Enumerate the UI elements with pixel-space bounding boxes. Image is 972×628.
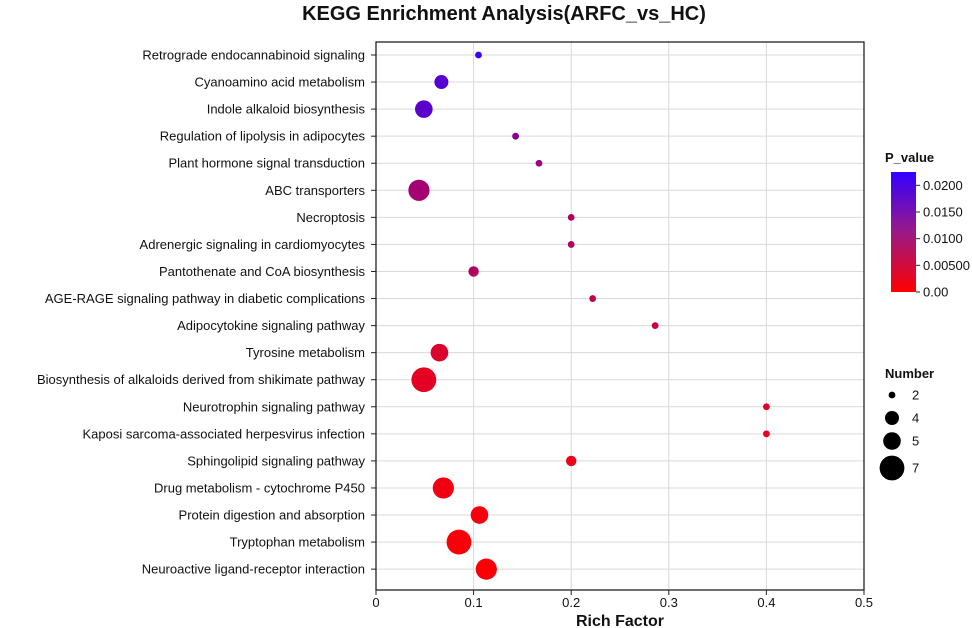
y-tick-label: Kaposi sarcoma-associated herpesvirus in… xyxy=(82,426,365,441)
data-point xyxy=(470,506,489,524)
data-point xyxy=(415,100,433,118)
y-tick-label: Regulation of lipolysis in adipocytes xyxy=(160,129,366,144)
y-tick-label: Adipocytokine signaling pathway xyxy=(177,318,365,333)
y-tick-label: Indole alkaloid biosynthesis xyxy=(207,102,366,117)
x-tick-label: 0.2 xyxy=(562,595,580,610)
p-value-tick-label: 0.0150 xyxy=(923,205,963,220)
data-point xyxy=(446,529,472,555)
x-tick-label: 0.5 xyxy=(855,595,873,610)
y-tick-label: Retrograde endocannabinoid signaling xyxy=(142,48,365,63)
x-axis-title: Rich Factor xyxy=(576,613,664,628)
number-legend: Number 2 4 5 7 xyxy=(879,366,934,481)
y-tick-label: Tryptophan metabolism xyxy=(230,535,365,550)
p-value-legend-title: P_value xyxy=(885,150,934,165)
p-value-tick-label: 0.00500 xyxy=(923,258,970,273)
x-axis-layer: 0 0.1 0.2 0.3 0.4 0.5 xyxy=(372,590,873,610)
number-legend-label: 2 xyxy=(912,388,919,403)
data-point xyxy=(763,403,770,411)
y-tick-label: Neuroactive ligand-receptor interaction xyxy=(142,562,365,577)
y-tick-label: Plant hormone signal transduction xyxy=(168,156,365,171)
number-legend-dot xyxy=(885,411,899,425)
y-labels-layer: Retrograde endocannabinoid signaling Cyan… xyxy=(37,48,376,577)
data-point xyxy=(432,477,454,499)
data-point xyxy=(411,367,437,393)
data-point xyxy=(408,179,430,201)
p-value-tick-label: 0.0200 xyxy=(923,178,963,193)
y-tick-label: AGE-RAGE signaling pathway in diabetic c… xyxy=(45,291,366,306)
data-point xyxy=(535,159,543,167)
points-layer xyxy=(408,51,770,580)
data-point xyxy=(566,455,577,467)
data-point xyxy=(763,430,770,438)
data-point xyxy=(589,295,597,302)
x-tick-label: 0.4 xyxy=(757,595,775,610)
x-tick-label: 0.1 xyxy=(465,595,483,610)
x-tick-label: 0.3 xyxy=(660,595,678,610)
data-point xyxy=(567,213,575,221)
p-value-tick-label: 0.00 xyxy=(923,285,948,300)
y-tick-label: Cyanoamino acid metabolism xyxy=(194,75,365,90)
number-legend-dot xyxy=(883,432,901,450)
y-tick-label: Drug metabolism - cytochrome P450 xyxy=(154,480,365,495)
data-point xyxy=(430,343,449,362)
number-legend-dot xyxy=(879,455,905,481)
y-tick-label: Protein digestion and absorption xyxy=(179,508,365,523)
plot-frame xyxy=(375,41,865,591)
number-legend-entries: 2 4 5 7 xyxy=(879,388,919,481)
data-point xyxy=(567,241,575,248)
y-tick-label: Pantothenate and CoA biosynthesis xyxy=(159,264,365,279)
y-tick-label: Necroptosis xyxy=(296,210,365,225)
grid-layer xyxy=(375,42,865,590)
y-tick-label: Sphingolipid signaling pathway xyxy=(187,453,365,468)
p-value-legend: P_value 0.0200 0.0150 0.0100 0.00500 0.00 xyxy=(885,150,970,300)
data-point xyxy=(468,266,479,277)
p-value-color-bar xyxy=(891,172,916,292)
p-value-tick-label: 0.0100 xyxy=(923,231,963,246)
x-tick-label: 0 xyxy=(372,595,379,610)
data-point xyxy=(512,132,519,140)
data-point xyxy=(475,51,482,59)
data-point xyxy=(434,75,449,90)
y-tick-label: ABC transporters xyxy=(265,183,365,198)
number-legend-title: Number xyxy=(885,366,934,381)
y-tick-label: Tyrosine metabolism xyxy=(246,345,365,360)
chart-title: KEGG Enrichment Analysis(ARFC_vs_HC) xyxy=(302,3,706,25)
number-legend-label: 7 xyxy=(912,461,919,476)
data-point xyxy=(475,558,497,580)
data-point xyxy=(651,322,659,329)
y-tick-label: Neurotrophin signaling pathway xyxy=(183,399,366,414)
number-legend-label: 5 xyxy=(912,434,919,449)
y-tick-label: Adrenergic signaling in cardiomyocytes xyxy=(140,237,366,252)
p-value-ticks: 0.0200 0.0150 0.0100 0.00500 0.00 xyxy=(916,178,970,300)
number-legend-label: 4 xyxy=(912,411,919,426)
number-legend-dot xyxy=(888,391,896,399)
y-tick-label: Biosynthesis of alkaloids derived from s… xyxy=(37,372,366,387)
